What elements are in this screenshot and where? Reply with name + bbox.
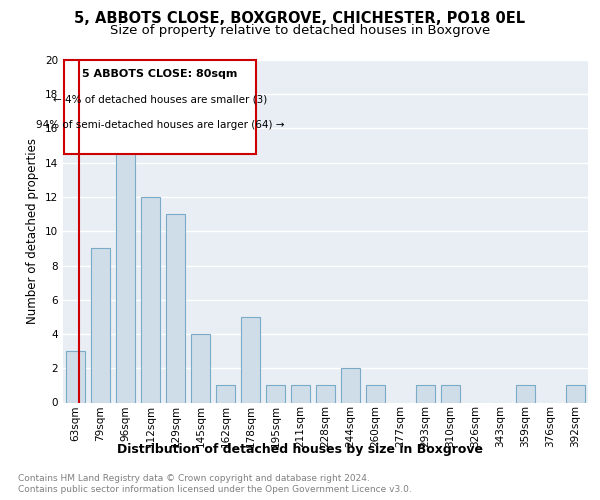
Text: ← 4% of detached houses are smaller (3): ← 4% of detached houses are smaller (3) <box>53 94 267 104</box>
Text: Size of property relative to detached houses in Boxgrove: Size of property relative to detached ho… <box>110 24 490 37</box>
Bar <box>141 197 160 402</box>
Text: 5, ABBOTS CLOSE, BOXGROVE, CHICHESTER, PO18 0EL: 5, ABBOTS CLOSE, BOXGROVE, CHICHESTER, P… <box>74 11 526 26</box>
Bar <box>191 334 210 402</box>
Text: Contains HM Land Registry data © Crown copyright and database right 2024.: Contains HM Land Registry data © Crown c… <box>18 474 370 483</box>
Bar <box>216 386 235 402</box>
Bar <box>416 386 435 402</box>
Text: 5 ABBOTS CLOSE: 80sqm: 5 ABBOTS CLOSE: 80sqm <box>82 68 238 78</box>
Bar <box>66 351 85 403</box>
Bar <box>441 386 460 402</box>
Bar <box>566 386 585 402</box>
Bar <box>241 317 260 402</box>
Bar <box>341 368 360 402</box>
Text: Distribution of detached houses by size in Boxgrove: Distribution of detached houses by size … <box>117 442 483 456</box>
Text: Contains public sector information licensed under the Open Government Licence v3: Contains public sector information licen… <box>18 485 412 494</box>
Y-axis label: Number of detached properties: Number of detached properties <box>26 138 40 324</box>
Bar <box>291 386 310 402</box>
Bar <box>516 386 535 402</box>
Bar <box>316 386 335 402</box>
Bar <box>116 112 135 403</box>
Bar <box>91 248 110 402</box>
Bar <box>64 60 256 154</box>
Bar <box>266 386 285 402</box>
Bar <box>166 214 185 402</box>
Text: 94% of semi-detached houses are larger (64) →: 94% of semi-detached houses are larger (… <box>35 120 284 130</box>
Bar <box>366 386 385 402</box>
